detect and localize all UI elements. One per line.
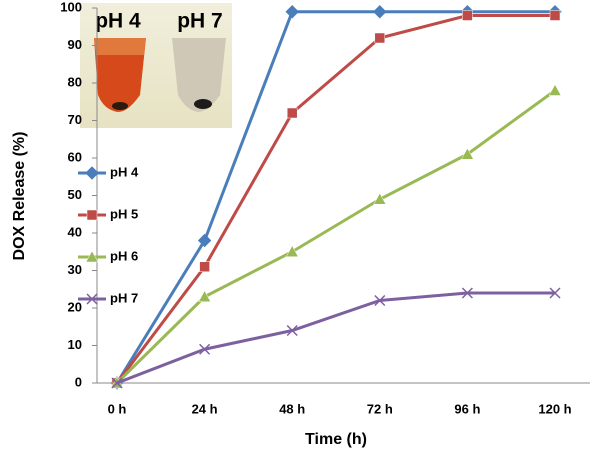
marker bbox=[111, 377, 123, 389]
series-line bbox=[116, 291, 555, 385]
y-tick-label: 50 bbox=[68, 187, 82, 202]
marker bbox=[460, 147, 474, 160]
x-tick-label: 48 h bbox=[279, 401, 305, 416]
inset-label: pH 4 bbox=[95, 10, 141, 33]
marker bbox=[85, 166, 99, 180]
y-tick-label: 70 bbox=[68, 112, 82, 127]
y-tick-label: 90 bbox=[68, 37, 82, 52]
marker bbox=[86, 209, 98, 221]
inset-label: pH 7 bbox=[177, 10, 223, 33]
marker bbox=[197, 233, 212, 248]
marker bbox=[374, 294, 386, 307]
legend-label: pH 7 bbox=[110, 290, 138, 305]
legend-label: pH 6 bbox=[110, 248, 138, 263]
series-line bbox=[115, 10, 555, 384]
x-tick-label: 72 h bbox=[367, 401, 393, 416]
legend-label: pH 5 bbox=[110, 206, 138, 221]
y-tick-label: 100 bbox=[60, 0, 82, 14]
marker bbox=[373, 5, 387, 19]
y-tick-label: 10 bbox=[68, 337, 82, 352]
marker bbox=[549, 10, 561, 21]
x-tick-label: 0 h bbox=[108, 401, 127, 416]
series-line bbox=[115, 14, 555, 384]
marker bbox=[286, 107, 298, 119]
marker bbox=[373, 192, 387, 205]
marker bbox=[199, 343, 211, 355]
marker bbox=[548, 83, 562, 96]
y-tick-label: 40 bbox=[68, 224, 82, 239]
x-tick-label: 24 h bbox=[192, 401, 218, 416]
x-axis-title: Time (h) bbox=[305, 431, 367, 448]
y-tick-label: 30 bbox=[68, 262, 82, 277]
y-tick-label: 80 bbox=[68, 74, 82, 89]
y-tick-label: 60 bbox=[68, 149, 82, 164]
marker bbox=[286, 324, 298, 337]
inset-photo bbox=[80, 3, 232, 128]
marker bbox=[374, 32, 386, 44]
marker bbox=[462, 10, 473, 21]
marker bbox=[285, 245, 299, 257]
x-tick-label: 96 h bbox=[454, 401, 480, 416]
marker bbox=[549, 287, 561, 299]
marker bbox=[198, 290, 212, 302]
y-axis-title: DOX Release (%) bbox=[11, 132, 28, 261]
marker bbox=[461, 287, 473, 299]
marker bbox=[285, 5, 299, 19]
marker bbox=[199, 261, 210, 272]
x-tick-label: 120 h bbox=[538, 401, 571, 416]
y-tick-label: 20 bbox=[68, 299, 82, 314]
y-tick-label: 0 bbox=[75, 374, 82, 389]
marker bbox=[86, 293, 98, 305]
series-line bbox=[115, 89, 556, 385]
marker bbox=[85, 250, 99, 263]
legend-label: pH 4 bbox=[110, 164, 139, 179]
